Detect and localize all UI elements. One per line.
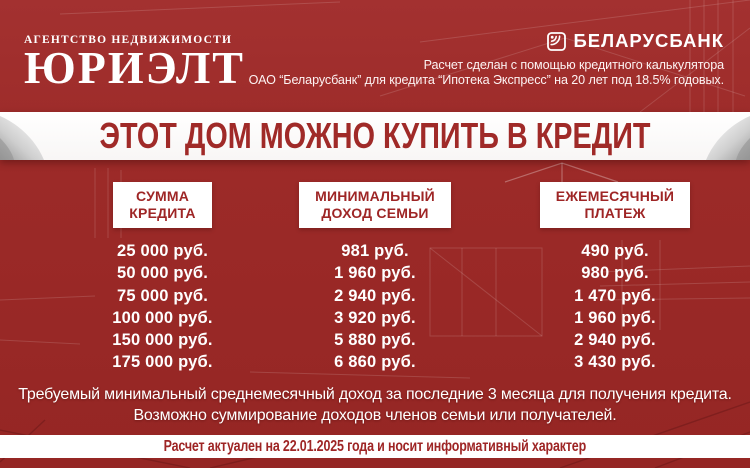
disclaimer-bar: Расчет актуален на 22.01.2025 года и нос… [0,435,750,458]
column-header-credit-amount: СУММА КРЕДИТА [113,182,212,228]
table-cell: 75 000 руб. [116,286,209,305]
ribbon-fold-right-icon [692,112,750,160]
footer-note-line2: Возможно суммирование доходов членов сем… [133,407,617,424]
header-line: МИНИМАЛЬНЫЙ [315,188,435,204]
table-cell: 981 руб. [341,242,409,260]
bank-note: Расчет сделан с помощью кредитного кальк… [249,58,724,88]
agency-name: ЮРИЭЛТ [24,42,245,93]
header-line: ЕЖЕМЕСЯЧНЫЙ [555,188,675,204]
column-header-minimum-income: МИНИМАЛЬНЫЙ ДОХОД СЕМЬИ [299,182,451,228]
disclaimer-text: Расчет актуален на 22.01.2025 года и нос… [163,437,587,455]
header-line: СУММА [135,188,190,204]
footer-note-line1: Требуемый минимальный среднемесячный дох… [18,386,732,403]
credit-amount-values: 25 000 руб. 50 000 руб. 75 000 руб. 100 … [35,240,290,374]
belarusbank-waves-icon [547,31,567,51]
bank-block: БЕЛАРУСБАНК Расчет сделан с помощью кред… [249,30,724,88]
header-line: ДОХОД СЕМЬИ [321,205,429,221]
column-header-monthly-payment: ЕЖЕМЕСЯЧНЫЙ ПЛАТЕЖ [539,182,691,228]
table-cell: 3 430 руб. [574,353,656,372]
bank-name: БЕЛАРУСБАНК [573,30,724,51]
table-cell: 2 940 руб. [574,331,656,350]
table-cell: 2 940 руб. [334,286,416,305]
footer-note: Требуемый минимальный среднемесячный дох… [0,384,750,426]
bank-note-line2: ОАО “Беларусбанк” для кредита “Ипотека Э… [248,72,724,87]
column-monthly-payment: ЕЖЕМЕСЯЧНЫЙ ПЛАТЕЖ 490 руб. 980 руб. 1 4… [500,182,730,374]
table-cell: 175 000 руб. [112,353,213,372]
table-cell: 1 960 руб. [574,308,656,327]
ribbon-fold-left-icon [0,112,58,160]
table-cell: 25 000 руб. [116,242,209,260]
banner-title: ЭТОТ ДОМ МОЖНО КУПИТЬ В КРЕДИТ [99,115,651,156]
table-cell: 490 руб. [581,242,649,260]
bank-note-line1: Расчет сделан с помощью кредитного кальк… [423,58,724,72]
table-cell: 100 000 руб. [112,308,213,327]
table-cell: 980 руб. [581,264,649,283]
bank-logo-row: БЕЛАРУСБАНК [249,30,724,52]
agency-tagline: АГЕНТСТВО НЕДВИЖИМОСТИ [24,34,233,46]
header-line: ПЛАТЕЖ [584,205,646,221]
table-cell: 1 470 руб. [574,286,656,305]
header-line: КРЕДИТА [129,205,196,221]
monthly-payment-values: 490 руб. 980 руб. 1 470 руб. 1 960 руб. … [500,240,730,374]
column-minimum-income: МИНИМАЛЬНЫЙ ДОХОД СЕМЬИ 981 руб. 1 960 р… [255,182,495,374]
table-cell: 50 000 руб. [116,264,209,283]
column-credit-amount: СУММА КРЕДИТА 25 000 руб. 50 000 руб. 75… [35,182,290,374]
table-cell: 150 000 руб. [112,331,213,350]
table-cell: 6 860 руб. [334,353,416,372]
table-cell: 5 880 руб. [334,331,416,350]
title-ribbon: ЭТОТ ДОМ МОЖНО КУПИТЬ В КРЕДИТ [0,112,750,160]
agency-logo: АГЕНТСТВО НЕДВИЖИМОСТИ ЮРИЭЛТ [24,34,245,93]
table-cell: 1 960 руб. [334,264,416,283]
minimum-income-values: 981 руб. 1 960 руб. 2 940 руб. 3 920 руб… [255,240,495,374]
table-cell: 3 920 руб. [334,308,416,327]
